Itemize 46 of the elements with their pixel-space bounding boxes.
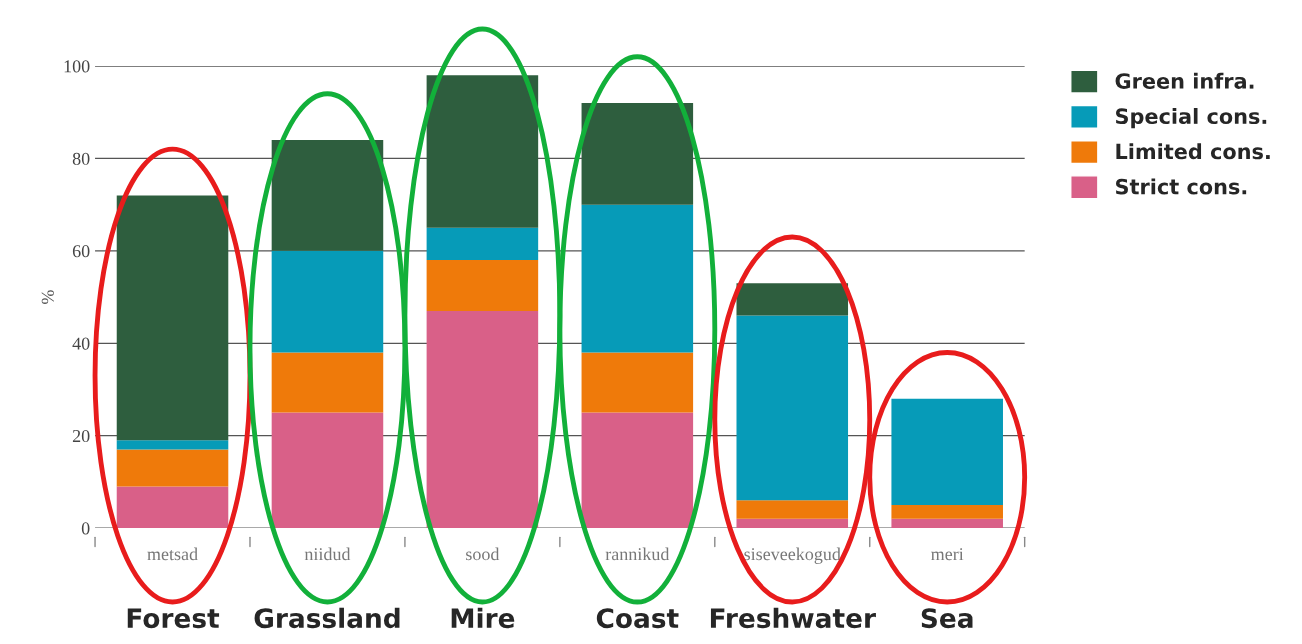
bar xyxy=(426,227,539,261)
bar xyxy=(736,283,849,316)
bar xyxy=(581,102,694,205)
bar xyxy=(116,449,229,487)
bar xyxy=(116,486,229,529)
bar xyxy=(116,195,229,441)
x-tick-label: metsad xyxy=(147,547,198,561)
bar xyxy=(581,412,694,529)
x-tick-label: siseveekogud xyxy=(744,547,841,564)
y-axis-title: % xyxy=(41,290,54,304)
bar xyxy=(426,310,539,529)
bar xyxy=(736,500,849,519)
text: Forest xyxy=(127,608,220,629)
bar xyxy=(891,504,1003,519)
legend-label: Green infra. xyxy=(1115,72,1254,89)
bar xyxy=(426,260,539,311)
y-tick-label: 80 xyxy=(72,152,90,165)
x-tick-label: rannikud xyxy=(605,547,670,561)
legend-label: Strict cons. xyxy=(1116,178,1247,195)
text: Freshwater xyxy=(710,607,876,629)
bar xyxy=(581,204,694,353)
bar xyxy=(426,75,539,228)
y-tick-label: 60 xyxy=(72,245,90,258)
bar xyxy=(891,398,1003,505)
y-tick-label: 100 xyxy=(64,60,90,73)
bar xyxy=(736,315,849,501)
x-tick-label: sood xyxy=(466,547,500,561)
x-tick-label: niidud xyxy=(304,547,351,561)
bar xyxy=(736,518,849,529)
text: Mire xyxy=(451,607,515,629)
y-tick-label: 20 xyxy=(72,429,90,443)
bar xyxy=(271,412,384,529)
bar xyxy=(271,250,384,353)
text: Grassland xyxy=(254,607,400,629)
text: Coast xyxy=(596,608,679,629)
bar xyxy=(271,352,384,413)
y-tick-label: 0 xyxy=(81,522,90,535)
bar xyxy=(581,352,694,413)
x-tick-label: meri xyxy=(931,548,964,561)
legend-label: Limited cons. xyxy=(1116,143,1270,160)
y-tick-label: 40 xyxy=(72,337,90,350)
bar xyxy=(891,518,1003,529)
bar xyxy=(271,139,384,251)
legend-label: Special cons. xyxy=(1116,107,1267,129)
bar xyxy=(116,440,229,450)
text: Sea xyxy=(921,608,973,629)
